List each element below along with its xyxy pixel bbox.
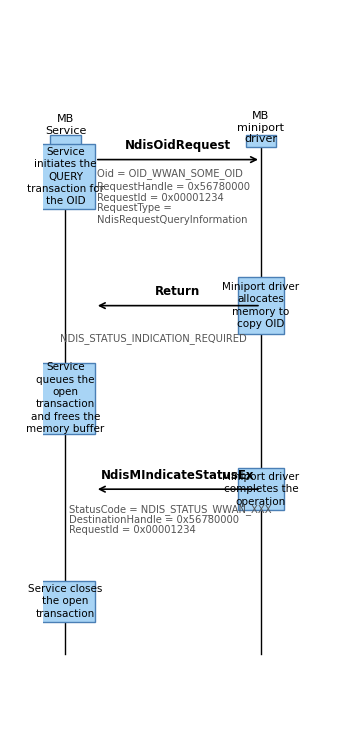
Text: NDIS_STATUS_INDICATION_REQUIRED: NDIS_STATUS_INDICATION_REQUIRED [60,333,247,344]
Text: MB
miniport
driver: MB miniport driver [237,111,284,145]
FancyBboxPatch shape [36,363,95,434]
Text: Miniport driver
completes the
operation: Miniport driver completes the operation [222,472,299,506]
Text: RequestHandle = 0x56780000: RequestHandle = 0x56780000 [97,182,250,192]
FancyBboxPatch shape [50,134,81,147]
Text: NdisOidRequest: NdisOidRequest [125,139,231,152]
Text: RequestId = 0x00001234: RequestId = 0x00001234 [69,525,196,535]
FancyBboxPatch shape [238,468,284,511]
Text: Return: Return [155,286,201,298]
FancyBboxPatch shape [36,581,95,621]
Text: RequestType =
NdisRequestQueryInformation: RequestType = NdisRequestQueryInformatio… [97,204,248,225]
Text: DestinationHandle = 0x56780000: DestinationHandle = 0x56780000 [69,515,239,525]
FancyBboxPatch shape [36,144,95,210]
Text: Service closes
the open
transaction: Service closes the open transaction [28,584,103,618]
FancyBboxPatch shape [246,134,276,147]
Text: Miniport driver
allocates
memory to
copy OID: Miniport driver allocates memory to copy… [222,282,299,329]
Text: RequestId = 0x00001234: RequestId = 0x00001234 [97,193,224,202]
Text: Service
initiates the
QUERY
transaction for
the OID: Service initiates the QUERY transaction … [27,147,104,207]
Text: Service
queues the
open
transaction
and frees the
memory buffer: Service queues the open transaction and … [26,362,105,434]
Text: MB
Service: MB Service [45,114,86,136]
Text: Oid = OID_WWAN_SOME_OID: Oid = OID_WWAN_SOME_OID [97,168,243,179]
Text: StatusCode = NDIS_STATUS_WWAN_XXX: StatusCode = NDIS_STATUS_WWAN_XXX [69,505,272,515]
Text: NdisMIndicateStatusEx: NdisMIndicateStatusEx [101,469,255,482]
FancyBboxPatch shape [238,277,284,334]
